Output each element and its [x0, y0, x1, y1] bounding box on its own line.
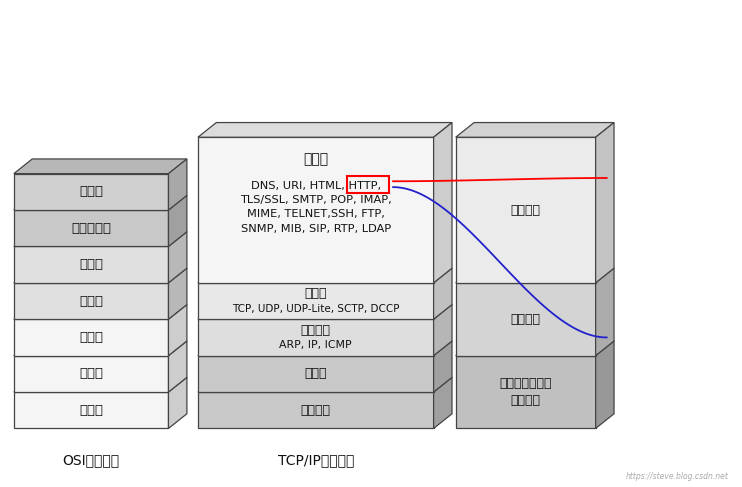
- Polygon shape: [14, 283, 168, 319]
- Text: 物理层: 物理层: [79, 186, 103, 198]
- Polygon shape: [456, 356, 596, 429]
- Polygon shape: [596, 123, 614, 283]
- Polygon shape: [168, 377, 187, 429]
- Polygon shape: [14, 210, 168, 246]
- Polygon shape: [14, 268, 187, 283]
- Polygon shape: [14, 159, 187, 174]
- Text: 互联网层: 互联网层: [301, 324, 331, 337]
- Text: DNS, URI, HTML, HTTP,
TLS/SSL, SMTP, POP, IMAP,
MIME, TELNET,SSH, FTP,
SNMP, MIB: DNS, URI, HTML, HTTP, TLS/SSL, SMTP, POP…: [240, 181, 392, 234]
- Polygon shape: [168, 232, 187, 283]
- Polygon shape: [168, 341, 187, 392]
- Text: OSI参考模型: OSI参考模型: [62, 453, 119, 467]
- Text: https://steve.blog.csdn.net: https://steve.blog.csdn.net: [626, 472, 728, 481]
- Polygon shape: [198, 377, 452, 392]
- Polygon shape: [14, 174, 168, 210]
- Polygon shape: [14, 246, 168, 283]
- Text: 网络层: 网络层: [79, 258, 103, 271]
- Text: 设备驱动程序与
网络接口: 设备驱动程序与 网络接口: [499, 377, 552, 407]
- Polygon shape: [14, 232, 187, 246]
- Polygon shape: [433, 377, 452, 429]
- Text: 数据链路层: 数据链路层: [71, 222, 111, 235]
- Polygon shape: [14, 319, 168, 356]
- Polygon shape: [168, 159, 187, 210]
- Polygon shape: [596, 341, 614, 429]
- Text: 应用层: 应用层: [303, 152, 328, 167]
- Text: 网卡层: 网卡层: [304, 367, 327, 380]
- Bar: [347, 176, 390, 193]
- Text: 表示层: 表示层: [79, 367, 103, 380]
- Polygon shape: [168, 195, 187, 246]
- Polygon shape: [433, 304, 452, 356]
- Polygon shape: [596, 268, 614, 356]
- Polygon shape: [198, 304, 452, 319]
- Text: 应用层: 应用层: [79, 404, 103, 417]
- Text: 传输层: 传输层: [79, 295, 103, 307]
- Polygon shape: [433, 341, 452, 392]
- Polygon shape: [198, 356, 433, 392]
- Text: TCP/IP分层模型: TCP/IP分层模型: [278, 453, 354, 467]
- Polygon shape: [433, 123, 452, 283]
- Polygon shape: [14, 356, 168, 392]
- Polygon shape: [456, 341, 614, 356]
- Polygon shape: [14, 304, 187, 319]
- Polygon shape: [14, 377, 187, 392]
- Polygon shape: [456, 123, 614, 137]
- Text: TCP, UDP, UDP-Lite, SCTP, DCCP: TCP, UDP, UDP-Lite, SCTP, DCCP: [232, 304, 399, 314]
- Polygon shape: [198, 123, 452, 137]
- Polygon shape: [14, 392, 168, 429]
- Polygon shape: [198, 341, 452, 356]
- Text: 传输层: 传输层: [304, 287, 327, 300]
- Polygon shape: [198, 392, 433, 429]
- Polygon shape: [198, 319, 433, 356]
- Polygon shape: [456, 137, 596, 283]
- Polygon shape: [198, 268, 452, 283]
- Text: 操作系统: 操作系统: [510, 313, 541, 326]
- Polygon shape: [14, 341, 187, 356]
- Polygon shape: [198, 137, 433, 283]
- Polygon shape: [456, 283, 596, 356]
- Text: ARP, IP, ICMP: ARP, IP, ICMP: [280, 340, 352, 350]
- Polygon shape: [433, 268, 452, 319]
- Polygon shape: [168, 304, 187, 356]
- Polygon shape: [14, 195, 187, 210]
- Polygon shape: [198, 283, 433, 319]
- Text: （硬件）: （硬件）: [301, 404, 331, 417]
- Polygon shape: [168, 268, 187, 319]
- Text: 会话层: 会话层: [79, 331, 103, 344]
- Polygon shape: [456, 268, 614, 283]
- Text: 应用程序: 应用程序: [510, 204, 541, 217]
